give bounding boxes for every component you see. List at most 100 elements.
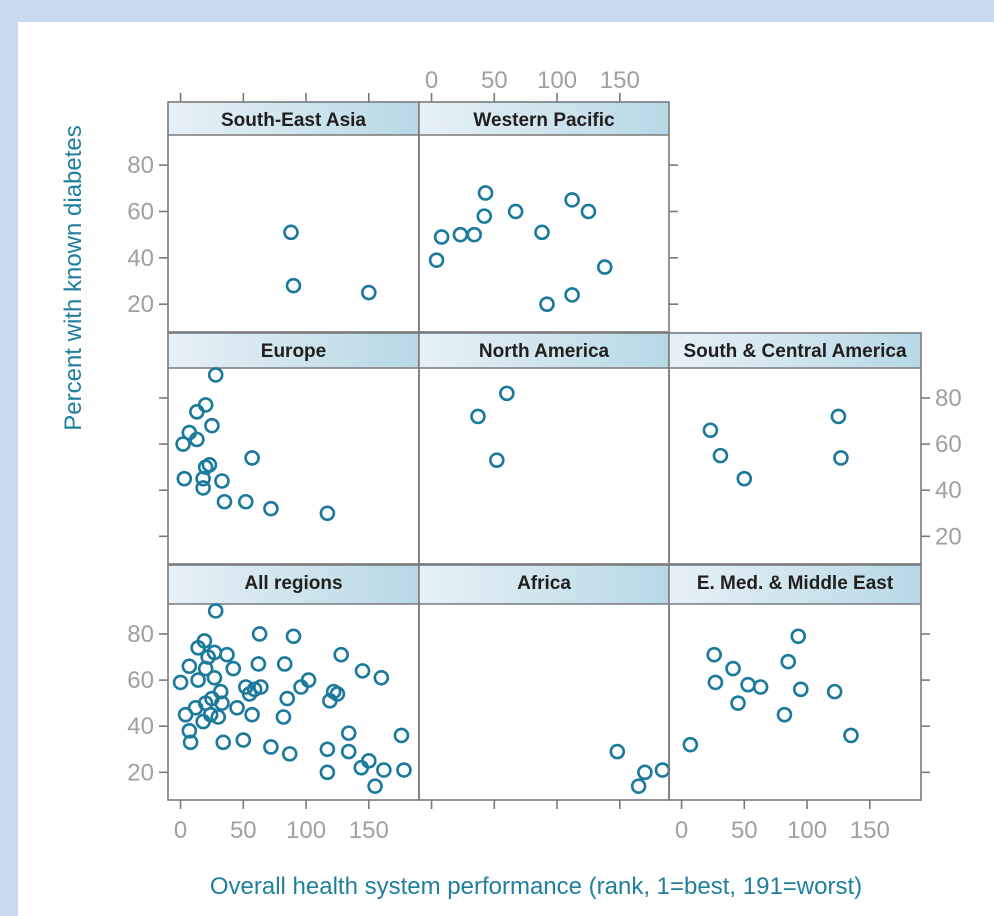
x-axis-title: Overall health system performance (rank,… <box>210 873 862 900</box>
point-e-med-middle-east-13 <box>843 727 859 744</box>
x-tick-label-bottom-col1-150: 150 <box>349 817 389 844</box>
point-all-regions-49 <box>340 743 357 760</box>
y-tick-label-left-row3-80: 80 <box>127 621 154 648</box>
point-all-regions-16 <box>206 669 223 686</box>
figure-card: Percent with known diabetes Overall heal… <box>18 22 994 916</box>
panel-title-all-regions: All regions <box>244 573 342 594</box>
x-tick-label-bottom-col1-50: 50 <box>230 817 257 844</box>
point-all-regions-21 <box>214 695 230 711</box>
point-western-pacific-3 <box>452 226 469 243</box>
point-western-pacific-4 <box>466 226 483 243</box>
point-north-america-1 <box>470 408 486 425</box>
point-e-med-middle-east-2 <box>706 646 722 663</box>
point-western-pacific-7 <box>507 203 524 220</box>
point-south-central-america-4 <box>830 408 847 425</box>
point-all-regions-20 <box>212 683 229 700</box>
point-all-regions-54 <box>373 669 390 686</box>
x-tick-label-bottom-col3-50: 50 <box>731 817 758 844</box>
point-all-regions-26 <box>235 732 252 748</box>
y-tick-label-left-row3-60: 60 <box>127 667 154 694</box>
point-all-regions-43 <box>319 764 336 781</box>
point-all-regions-53 <box>367 778 383 794</box>
point-all-regions-35 <box>275 709 292 725</box>
point-all-regions-19 <box>210 709 226 725</box>
point-all-regions-41 <box>300 672 317 688</box>
point-all-regions-39 <box>285 628 302 645</box>
point-western-pacific-8 <box>534 224 550 241</box>
point-south-central-america-3 <box>736 470 753 487</box>
point-europe-10 <box>201 457 218 473</box>
point-western-pacific-10 <box>564 287 580 303</box>
point-south-central-america-1 <box>702 422 719 439</box>
panel-strip-south-central-america <box>669 333 921 368</box>
point-all-regions-4 <box>181 658 198 675</box>
point-europe-5 <box>189 404 205 420</box>
point-e-med-middle-east-7 <box>752 679 769 695</box>
point-e-med-middle-east-1 <box>682 736 699 753</box>
point-all-regions-33 <box>253 679 269 695</box>
panel-strip-all-regions <box>168 565 419 604</box>
point-all-regions-18 <box>207 603 224 619</box>
x-tick-label-bottom-col1-100: 100 <box>286 817 326 844</box>
point-e-med-middle-east-5 <box>730 695 746 711</box>
point-all-regions-56 <box>393 727 410 744</box>
point-africa-2 <box>630 778 647 794</box>
x-tick-label-top-col2-0: 0 <box>425 67 438 94</box>
point-europe-1 <box>175 436 191 452</box>
point-all-regions-5 <box>182 734 199 751</box>
point-europe-2 <box>176 470 193 487</box>
y-tick-label-left-row3-40: 40 <box>127 713 154 740</box>
point-all-regions-34 <box>263 739 279 755</box>
x-tick-label-top-col2-100: 100 <box>537 67 577 94</box>
point-western-pacific-6 <box>477 185 494 201</box>
panel-title-europe: Europe <box>261 341 326 362</box>
point-all-regions-51 <box>354 663 371 679</box>
y-axis-title: Percent with known diabetes <box>60 125 87 431</box>
x-tick-label-bottom-col3-100: 100 <box>787 817 827 844</box>
point-africa-1 <box>609 743 626 760</box>
point-all-regions-46 <box>329 686 346 702</box>
point-all-regions-29 <box>244 706 260 723</box>
point-all-regions-3 <box>181 723 198 739</box>
panel-strip-africa <box>419 565 669 604</box>
point-e-med-middle-east-11 <box>792 681 809 698</box>
point-europe-16 <box>244 450 260 466</box>
point-africa-4 <box>654 762 671 778</box>
point-all-regions-31 <box>250 656 267 672</box>
panel-strip-europe <box>168 333 419 368</box>
point-e-med-middle-east-4 <box>725 660 741 677</box>
panel-border-south-central-america <box>668 332 922 565</box>
point-europe-11 <box>204 417 220 434</box>
panel-title-e-med-middle-east: E. Med. & Middle East <box>697 573 894 594</box>
point-all-regions-25 <box>229 699 245 716</box>
x-tick-label-bottom-col3-150: 150 <box>850 817 890 844</box>
point-western-pacific-13 <box>596 259 613 275</box>
point-all-regions-14 <box>202 706 219 723</box>
point-all-regions-38 <box>281 746 298 762</box>
x-tick-label-top-col2-50: 50 <box>481 67 508 94</box>
point-e-med-middle-east-9 <box>780 653 797 670</box>
point-all-regions-48 <box>340 725 357 741</box>
y-tick-label-right-row2-60: 60 <box>935 431 962 458</box>
point-south-east-asia-2 <box>285 277 302 294</box>
point-north-america-3 <box>499 385 515 402</box>
point-e-med-middle-east-10 <box>790 628 807 645</box>
panel-title-africa: Africa <box>517 573 571 594</box>
point-all-regions-36 <box>276 656 293 672</box>
point-europe-12 <box>207 367 224 383</box>
point-all-regions-57 <box>396 762 412 778</box>
point-western-pacific-2 <box>433 229 450 245</box>
panel-strip-south-east-asia <box>168 102 419 135</box>
point-europe-15 <box>238 493 254 510</box>
y-tick-label-right-row2-40: 40 <box>935 477 962 504</box>
point-europe-13 <box>214 473 230 489</box>
point-all-regions-1 <box>172 674 189 691</box>
point-europe-9 <box>197 397 214 413</box>
point-south-central-america-5 <box>833 450 849 466</box>
point-europe-17 <box>263 500 279 517</box>
panel-title-western-pacific: Western Pacific <box>473 110 615 131</box>
y-tick-label-left-row3-20: 20 <box>127 759 154 786</box>
point-all-regions-52 <box>360 752 377 769</box>
point-all-regions-32 <box>251 626 268 642</box>
point-south-central-america-2 <box>712 447 729 464</box>
